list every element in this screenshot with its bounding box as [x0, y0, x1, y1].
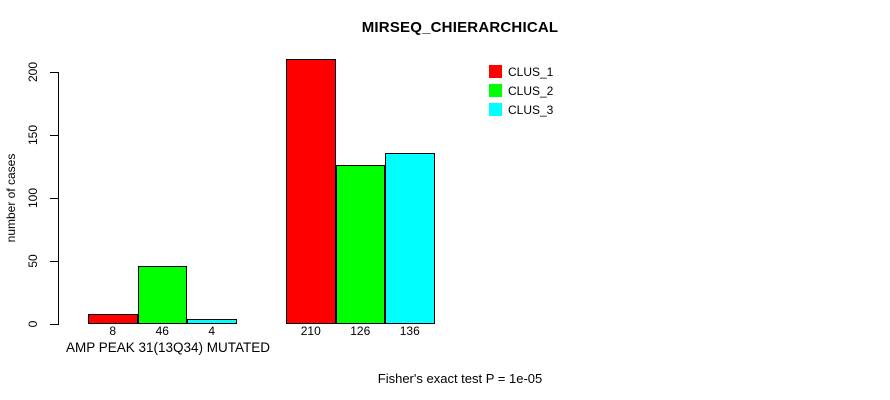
bar-clus-3-group-1	[187, 319, 237, 325]
legend-label: CLUS_2	[508, 83, 554, 98]
bar-clus-1-group-1	[88, 314, 138, 325]
bar-value-label: 126	[350, 324, 371, 338]
y-axis-label: number of cases	[4, 153, 18, 243]
bar-value-label: 46	[155, 324, 169, 338]
legend-entry-clus-3: CLUS_3	[489, 100, 553, 119]
y-tick-mark	[50, 134, 58, 136]
legend-swatch-clus-3	[489, 103, 502, 117]
legend: CLUS_1 CLUS_2 CLUS_3	[489, 62, 553, 120]
x-axis-group-label: AMP PEAK 31(13Q34) MUTATED	[65, 340, 271, 355]
y-tick-label: 0	[26, 320, 40, 328]
bar-clus-1-group-2	[286, 59, 336, 325]
y-tick-label: 50	[26, 254, 40, 268]
bar-clus-3-group-2	[385, 152, 435, 325]
y-tick-mark	[50, 71, 58, 73]
pvalue-annotation: Fisher's exact test P = 1e-05	[377, 371, 543, 386]
bar-value-label: 8	[109, 324, 117, 338]
bar-value-label: 4	[208, 324, 216, 338]
legend-swatch-clus-2	[489, 84, 502, 98]
chart-title: MIRSEQ_CHIERARCHICAL	[361, 19, 559, 36]
y-tick-mark	[50, 260, 58, 262]
y-axis-line	[58, 72, 59, 325]
y-tick-mark	[50, 197, 58, 199]
bar-value-label: 210	[300, 324, 321, 338]
y-tick-mark	[50, 323, 58, 325]
legend-label: CLUS_3	[508, 102, 554, 117]
bar-value-label: 136	[399, 324, 420, 338]
y-tick-label: 100	[26, 188, 40, 209]
bar-clus-2-group-1	[137, 266, 187, 325]
legend-label: CLUS_1	[508, 64, 554, 79]
y-tick-label: 200	[26, 61, 40, 83]
bar-clus-2-group-2	[335, 165, 385, 325]
legend-entry-clus-1: CLUS_1	[489, 62, 553, 81]
y-tick-label: 150	[26, 125, 40, 146]
legend-entry-clus-2: CLUS_2	[489, 81, 553, 100]
legend-swatch-clus-1	[489, 65, 502, 79]
